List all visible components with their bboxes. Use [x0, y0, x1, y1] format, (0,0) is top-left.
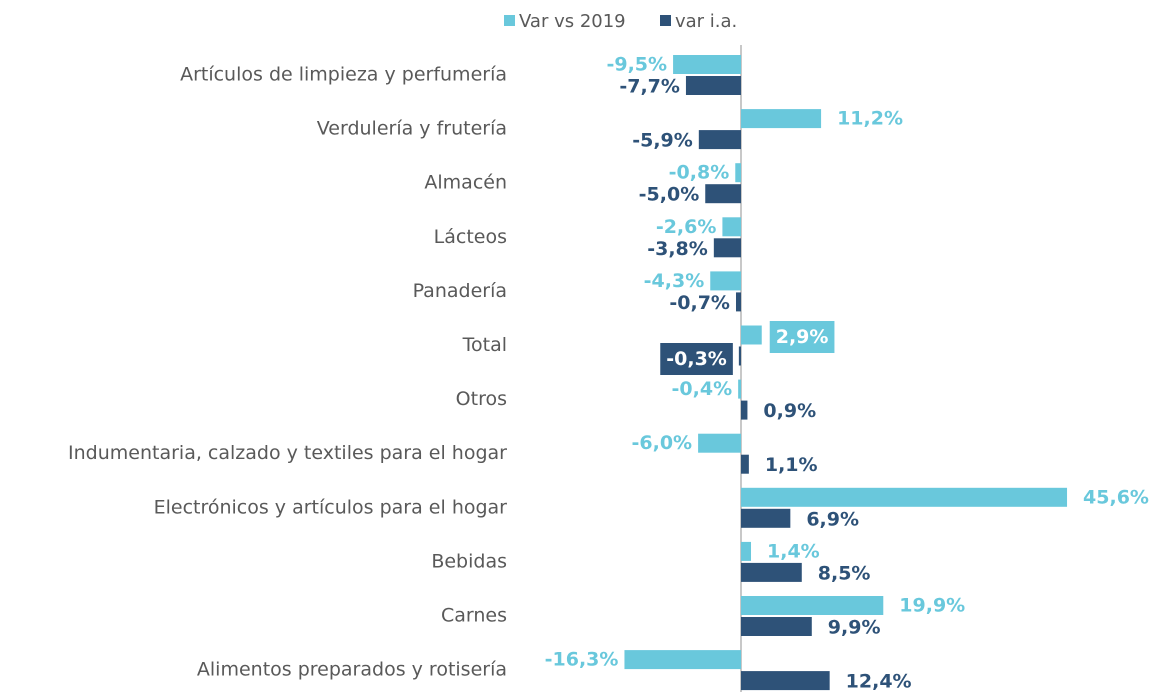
value-label: -0,8% [669, 162, 730, 184]
value-label: -7,7% [619, 76, 680, 98]
value-label: -0,7% [669, 292, 730, 314]
category-label: Bebidas [431, 550, 507, 572]
bar [722, 217, 741, 237]
label-box [660, 343, 733, 375]
category-label: Panadería [413, 280, 507, 302]
bar [741, 562, 802, 582]
legend-label: var i.a. [675, 11, 737, 32]
value-label: 19,9% [899, 595, 965, 617]
bar [741, 596, 884, 615]
bar [710, 271, 741, 291]
value-label: 8,5% [818, 562, 871, 584]
value-label: 1,4% [767, 540, 820, 562]
bar [741, 109, 822, 129]
label-box [769, 321, 835, 353]
bar [741, 508, 791, 528]
value-label: -6,0% [632, 432, 693, 454]
value-label: 2,9% [776, 326, 829, 348]
bar [738, 346, 741, 366]
value-label: -5,0% [639, 184, 700, 206]
category-label: Almacén [424, 172, 507, 194]
legend-swatch [504, 15, 515, 26]
bar [735, 292, 741, 312]
value-label: -4,3% [644, 270, 705, 292]
bar [741, 487, 1068, 507]
bar [705, 184, 741, 204]
category-label: Carnes [441, 605, 507, 627]
bar [713, 238, 741, 258]
value-label: 12,4% [846, 671, 912, 692]
bar [698, 433, 741, 453]
value-label: 1,1% [765, 454, 818, 476]
value-label: -5,9% [632, 130, 693, 152]
bar [741, 617, 812, 636]
category-label: Otros [456, 388, 507, 410]
category-label: Verdulería y frutería [317, 118, 507, 140]
bar [741, 541, 752, 561]
value-label: 9,9% [828, 617, 881, 639]
value-label: -0,4% [672, 378, 733, 400]
category-label: Lácteos [434, 226, 507, 248]
bar [624, 650, 741, 670]
category-label: Total [462, 334, 507, 356]
bar [698, 130, 741, 150]
bar [673, 55, 741, 74]
bar [741, 325, 762, 345]
bar [741, 454, 749, 474]
category-label: Indumentaria, calzado y textiles para el… [68, 442, 507, 464]
category-label: Alimentos preparados y rotisería [197, 659, 507, 681]
bar [738, 379, 741, 399]
category-label: Artículos de limpieza y perfumería [180, 64, 507, 86]
bar [741, 400, 748, 420]
bar [741, 671, 830, 691]
category-label: Electrónicos y artículos para el hogar [154, 496, 508, 518]
legend-swatch [660, 15, 671, 26]
value-label: 11,2% [837, 108, 903, 130]
value-label: 45,6% [1083, 486, 1149, 508]
value-label: -2,6% [656, 216, 717, 238]
value-label: -9,5% [606, 54, 667, 76]
bar [685, 76, 741, 95]
value-label: -16,3% [545, 649, 619, 671]
legend-label: Var vs 2019 [519, 11, 626, 32]
value-label: 0,9% [763, 400, 816, 422]
bar [735, 163, 741, 183]
value-label: -0,3% [666, 348, 727, 370]
value-label: -3,8% [647, 238, 708, 260]
value-label: 6,9% [806, 508, 859, 530]
